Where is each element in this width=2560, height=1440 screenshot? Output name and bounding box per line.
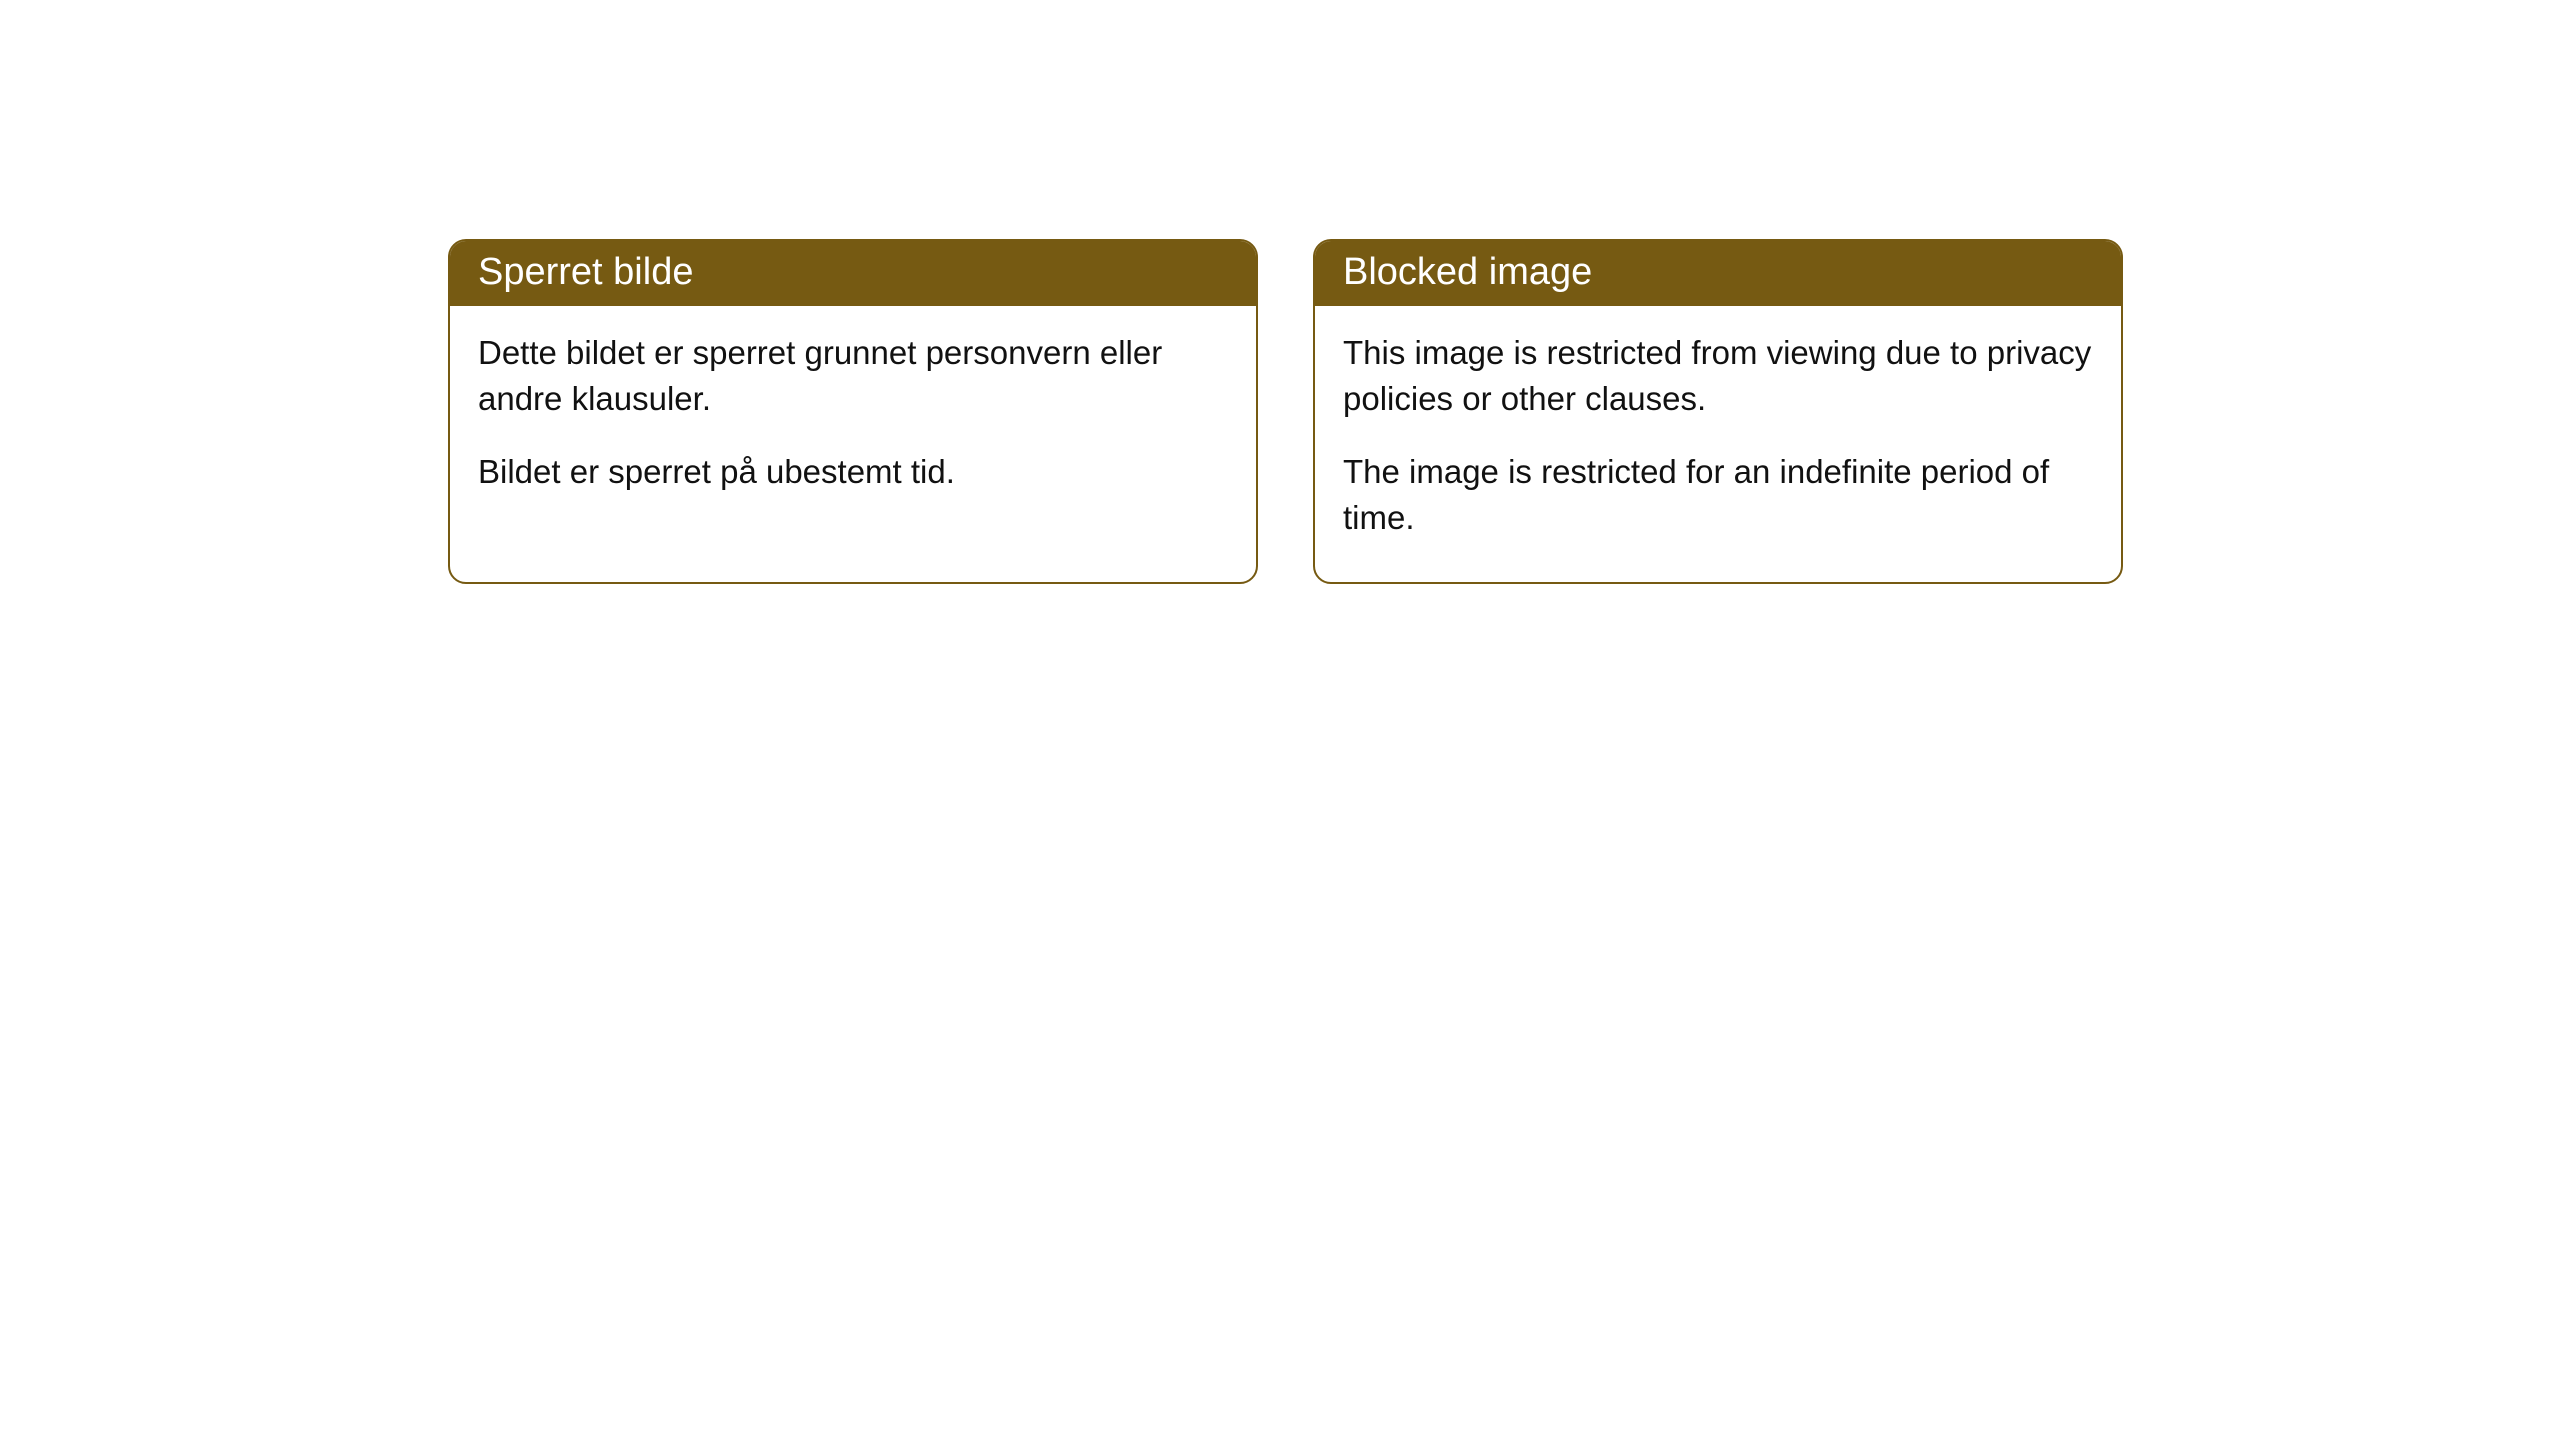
card-paragraph: The image is restricted for an indefinit… [1343,449,2093,540]
card-paragraph: Bildet er sperret på ubestemt tid. [478,449,1228,495]
card-paragraph: This image is restricted from viewing du… [1343,330,2093,421]
cards-container: Sperret bilde Dette bildet er sperret gr… [448,239,2123,584]
card-body-norwegian: Dette bildet er sperret grunnet personve… [450,306,1256,537]
card-header-english: Blocked image [1315,241,2121,306]
card-body-english: This image is restricted from viewing du… [1315,306,2121,582]
card-header-norwegian: Sperret bilde [450,241,1256,306]
card-norwegian: Sperret bilde Dette bildet er sperret gr… [448,239,1258,584]
card-english: Blocked image This image is restricted f… [1313,239,2123,584]
card-paragraph: Dette bildet er sperret grunnet personve… [478,330,1228,421]
